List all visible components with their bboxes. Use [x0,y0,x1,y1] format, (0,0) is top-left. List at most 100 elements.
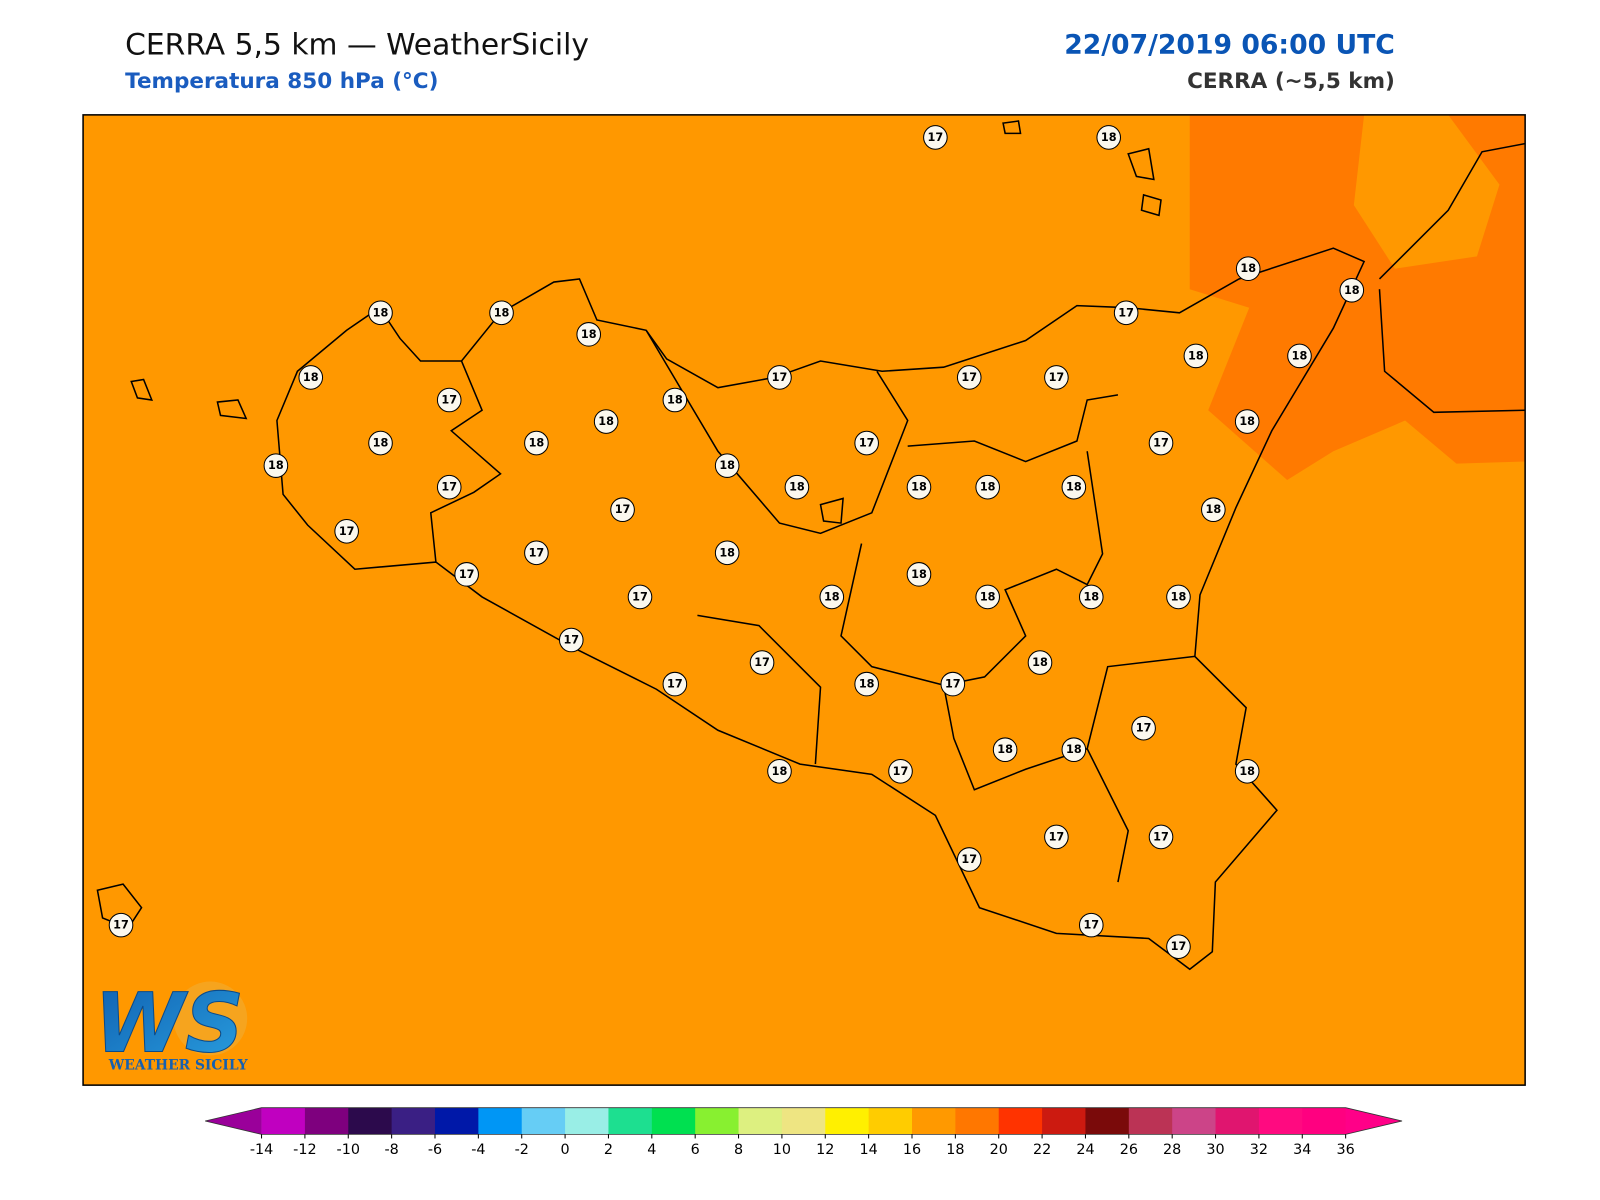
colorbar-segment [1085,1107,1130,1135]
station-marker [524,430,549,456]
station: 18 [1183,343,1209,369]
station-marker [1339,277,1365,303]
station: 18 [1061,737,1087,763]
station: 18 [263,453,289,478]
station-marker [627,584,653,610]
station-marker [1235,256,1261,282]
station-marker [975,584,1000,610]
station: 17 [1131,715,1156,741]
station-marker [975,474,1000,500]
colorbar-tick-label: 2 [604,1142,613,1158]
station-value: 18 [1292,349,1308,362]
model-label: CERRA (~5,5 km) [1187,69,1395,94]
station-marker [1148,430,1174,456]
station-value: 18 [1239,415,1255,428]
station-marker [1166,934,1191,959]
title: CERRA 5,5 km — WeatherSicily [125,27,589,62]
colorbar-tick-label: 26 [1120,1142,1138,1158]
colorbar-tick-label: -14 [250,1142,273,1158]
logo-mark: WS [94,976,244,1071]
station: 18 [1061,474,1087,500]
station-value: 17 [1049,830,1065,843]
station: 18 [819,584,845,610]
colorbar-tick-label: 16 [903,1142,921,1158]
station-value: 17 [893,765,909,778]
station: 17 [1078,912,1104,938]
station-value: 18 [667,394,683,407]
colorbar-segment [1258,1107,1303,1135]
station-value: 18 [268,459,284,472]
station-marker [454,562,479,587]
station: 18 [992,737,1018,763]
station: 18 [767,758,792,784]
colorbar-tick-label: -10 [337,1142,360,1158]
subtitle: Temperatura 850 hPa (°C) [125,69,438,94]
logo-text: WEATHER SICILY [108,1058,248,1074]
station-value: 18 [494,306,510,319]
station-marker [298,365,324,390]
colorbar-segment [868,1107,913,1135]
station-marker [524,540,549,566]
station-marker [1148,824,1174,850]
station: 18 [854,671,879,697]
station-marker [992,737,1018,763]
station-marker [749,650,775,675]
datetime: 22/07/2019 06:00 UTC [1064,29,1395,60]
station-value: 18 [911,568,927,581]
station: 17 [108,912,134,938]
station: 18 [1201,497,1226,523]
colorbar-under [205,1107,262,1135]
station: 17 [558,627,584,653]
station-value: 17 [1153,830,1169,843]
station: 17 [1044,824,1069,850]
colorbar-segment [434,1107,479,1135]
station-value: 17 [441,394,457,407]
station-value: 18 [911,481,927,494]
station-value: 18 [980,481,996,494]
station-value: 17 [667,678,683,691]
station-marker [662,387,688,413]
station: 17 [436,474,462,500]
colorbar-segment [1172,1107,1217,1135]
station: 18 [1234,409,1260,434]
station-value: 18 [1344,284,1360,297]
station: 17 [1113,300,1139,326]
station-marker [956,847,982,872]
map-frame [82,114,1526,1086]
station: 17 [749,650,775,675]
colorbar-tick-label: 4 [647,1142,656,1158]
islands [96,120,1162,930]
colorbar-tick-label: -2 [515,1142,529,1158]
station-marker [784,474,810,500]
colorbar-tick-label: 34 [1293,1142,1311,1158]
station-marker [593,409,619,434]
station-value: 17 [615,503,631,516]
station-value: 17 [859,437,875,450]
station-marker [1096,125,1122,150]
station-marker [263,453,289,478]
station: 18 [1235,256,1261,282]
colorbar-tick-label: 30 [1206,1142,1224,1158]
station: 18 [1339,277,1365,303]
colorbar-segment [651,1107,696,1135]
station: 18 [714,453,740,478]
station-value: 18 [789,481,805,494]
station-value: 18 [824,590,840,603]
station-marker [1044,365,1069,390]
station-value: 17 [945,678,961,691]
station: 17 [1148,430,1174,456]
station-value: 18 [1171,590,1187,603]
colorbar-segment [1302,1107,1347,1135]
colorbar-tick-label: 6 [691,1142,700,1158]
station-marker [888,758,913,784]
station: 18 [662,387,688,413]
station-marker [714,453,740,478]
station: 18 [1078,584,1104,610]
station-value: 18 [1240,262,1256,275]
logo-sun [173,981,248,1056]
station-marker [436,474,462,500]
station-value: 18 [997,743,1013,756]
station: 18 [368,430,393,456]
station-value: 17 [961,853,977,866]
